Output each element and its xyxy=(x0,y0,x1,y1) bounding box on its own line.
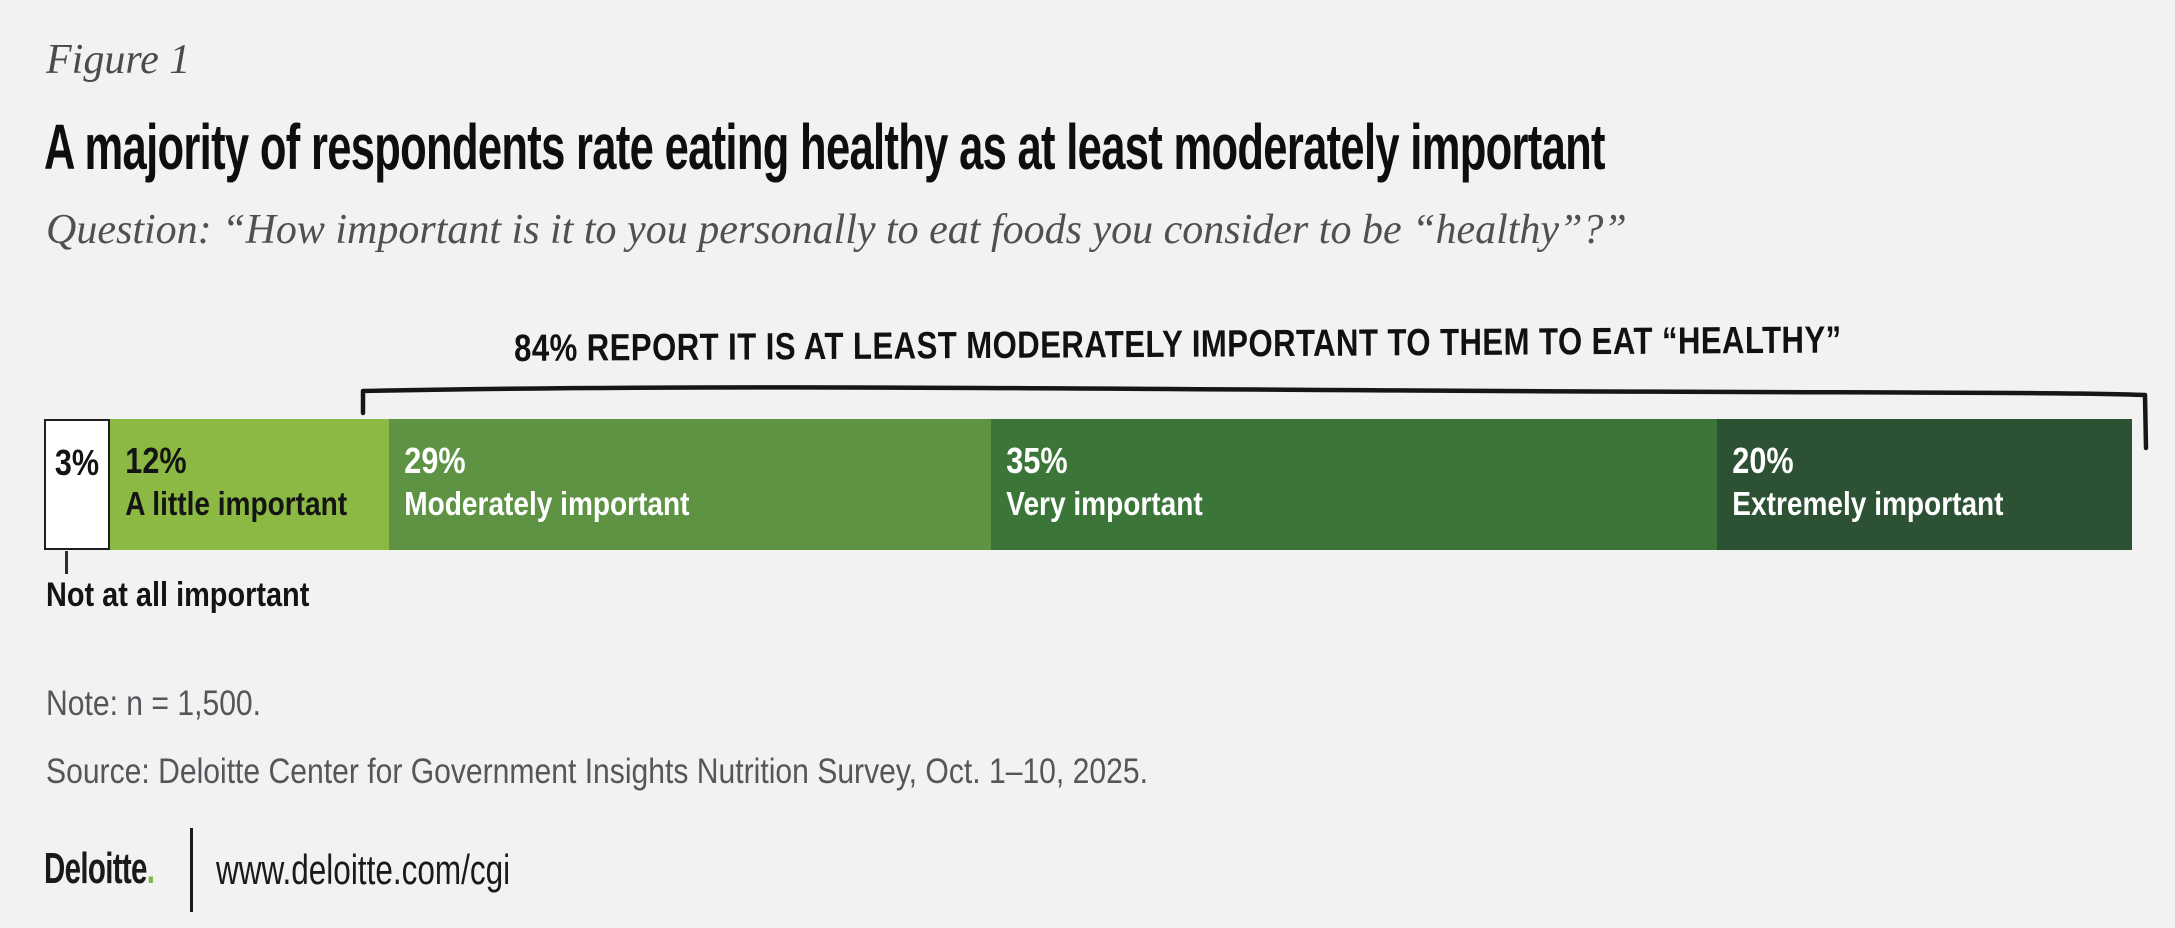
deloitte-logo: Deloitte. xyxy=(44,844,155,894)
segment-percent: 35% xyxy=(1006,440,1068,481)
annotation-84-percent: 84% REPORT IT IS AT LEAST MODERATELY IMP… xyxy=(514,319,1842,370)
callout-connector-line xyxy=(65,551,68,574)
figure-label: Figure 1 xyxy=(46,37,191,83)
segment-percent: 20% xyxy=(1732,440,1794,481)
source-text: Source: Deloitte Center for Government I… xyxy=(46,752,1148,791)
bar-segment: 29% Moderately important xyxy=(389,419,991,550)
stacked-bar: 3% 12% A little important 29% Moderately imp… xyxy=(44,419,2133,550)
segment-label: Extremely important xyxy=(1732,485,2004,522)
segment-percent: 3% xyxy=(54,442,100,483)
callout-label-not-at-all: Not at all important xyxy=(46,576,310,614)
bar-segment: 20% Extremely important xyxy=(1717,419,2133,550)
bar-segment: 35% Very important xyxy=(990,419,1718,550)
footer-divider xyxy=(190,828,193,912)
segment-label: Very important xyxy=(1006,485,1203,522)
deloitte-logo-green-dot: . xyxy=(146,844,155,893)
segment-label: A little important xyxy=(125,485,348,522)
deloitte-logo-text: Deloitte xyxy=(44,844,147,893)
segment-label: Moderately important xyxy=(404,485,690,522)
segment-percent: 12% xyxy=(125,440,187,481)
segment-percent: 29% xyxy=(404,440,466,481)
bar-segment: 12% A little important xyxy=(110,419,390,550)
note-text: Note: n = 1,500. xyxy=(46,684,262,723)
survey-question: Question: “How important is it to you pe… xyxy=(46,207,1627,253)
footer-url: www.deloitte.com/cgi xyxy=(216,846,511,893)
bar-segment: 3% xyxy=(44,419,111,550)
page-title: A majority of respondents rate eating he… xyxy=(44,111,1606,183)
